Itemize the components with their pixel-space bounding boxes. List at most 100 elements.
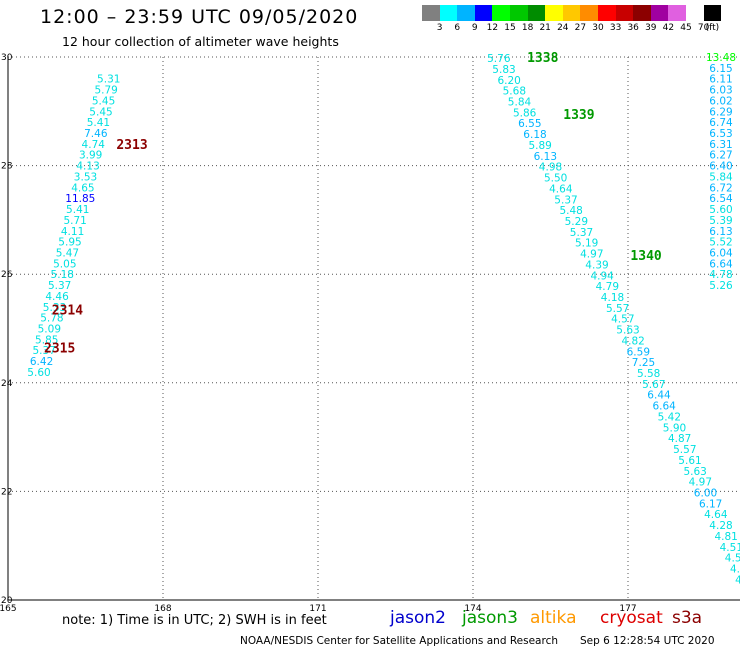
legend-label: 36 bbox=[627, 23, 639, 33]
data-point-swh: 6.00 bbox=[694, 487, 717, 499]
legend-label: 9 bbox=[471, 23, 478, 33]
legend-swatch bbox=[509, 5, 528, 21]
legend-label: 3 bbox=[436, 23, 443, 33]
data-point-swh: 5.84 bbox=[508, 97, 532, 109]
data-point-swh: 5.63 bbox=[616, 325, 639, 337]
data-point-swh: 4.51 bbox=[720, 542, 740, 554]
x-tick-label: 165 bbox=[0, 604, 17, 614]
data-point-swh: 4.97 bbox=[580, 249, 603, 261]
data-point-swh: 5.78 bbox=[40, 313, 63, 325]
data-point-swh: 5.95 bbox=[58, 237, 81, 249]
data-point-swh: 5.57 bbox=[606, 303, 629, 315]
data-point-swh: 5.58 bbox=[637, 368, 660, 380]
data-point-swh: 4.79 bbox=[596, 281, 619, 293]
data-point-swh: 6.40 bbox=[709, 161, 732, 173]
data-point-swh: 6.13 bbox=[534, 151, 557, 163]
data-point-swh: 4.64 bbox=[704, 509, 728, 521]
pass-annotation: 1338 bbox=[527, 51, 558, 66]
data-point-swh: 5.79 bbox=[94, 85, 117, 97]
legend-swatch bbox=[685, 5, 704, 21]
data-point-swh: 4.06 bbox=[730, 564, 740, 576]
credit-line: NOAA/NESDIS Center for Satellite Applica… bbox=[240, 635, 558, 647]
data-point-swh: 5.60 bbox=[709, 204, 732, 216]
data-point-swh: 13.48 bbox=[706, 52, 736, 64]
data-point-swh: 5.50 bbox=[544, 173, 567, 185]
data-point-swh: 4.87 bbox=[668, 433, 691, 445]
legend-label: 24 bbox=[557, 23, 569, 33]
data-point-swh: 5.41 bbox=[66, 204, 89, 216]
data-point-swh: 4.46 bbox=[45, 291, 69, 303]
data-point-swh: 5.61 bbox=[678, 455, 701, 467]
x-tick-label: 168 bbox=[154, 604, 171, 614]
data-point-swh: 3.53 bbox=[74, 171, 97, 183]
satellite-altika: altika bbox=[530, 608, 577, 628]
data-point-swh: 4.39 bbox=[585, 259, 608, 271]
data-point-swh: 6.64 bbox=[709, 258, 733, 270]
legend-label: 70 bbox=[697, 23, 710, 33]
data-point-swh: 4.97 bbox=[689, 477, 712, 489]
legend-swatch bbox=[615, 5, 634, 21]
data-point-swh: 5.37 bbox=[48, 280, 71, 292]
data-point-swh: 6.11 bbox=[709, 74, 732, 86]
data-point-swh: 5.85 bbox=[35, 334, 58, 346]
data-point-swh: 6.31 bbox=[709, 139, 732, 151]
data-point-swh: 5.37 bbox=[570, 227, 593, 239]
legend-swatch bbox=[422, 5, 440, 21]
legend-swatch bbox=[439, 5, 458, 21]
y-tick-label: 28 bbox=[1, 162, 13, 172]
legend-label: 33 bbox=[609, 23, 622, 33]
y-tick-label: 26 bbox=[1, 270, 13, 280]
data-point-swh: 4.65 bbox=[71, 182, 94, 194]
data-point-swh: 5.37 bbox=[554, 194, 577, 206]
data-point-swh: 7.46 bbox=[84, 128, 108, 140]
legend-unit: (ft) bbox=[705, 23, 720, 33]
data-point-swh: 4.74 bbox=[82, 139, 106, 151]
data-point-swh: 5.71 bbox=[63, 215, 86, 227]
legend-swatch bbox=[562, 5, 581, 21]
legend-swatch bbox=[457, 5, 475, 21]
generated-timestamp: Sep 6 12:28:54 UTC 2020 bbox=[580, 635, 715, 647]
data-point-swh: 6.15 bbox=[709, 63, 732, 75]
legend-swatch bbox=[545, 5, 563, 21]
legend-swatch bbox=[492, 5, 510, 21]
legend-label: 15 bbox=[504, 23, 516, 33]
legend-swatch bbox=[580, 5, 598, 21]
data-point-swh: 5.68 bbox=[503, 86, 526, 98]
data-point-swh: 5.37 bbox=[32, 345, 55, 357]
data-point-swh: 5.89 bbox=[528, 140, 551, 152]
data-point-swh: 5.29 bbox=[565, 216, 588, 228]
data-point-swh: 6.55 bbox=[518, 118, 541, 130]
x-tick-label: 174 bbox=[464, 604, 481, 614]
data-point-swh: 5.63 bbox=[683, 466, 706, 478]
data-point-swh: 5.39 bbox=[709, 215, 732, 227]
data-point-swh: 4.28 bbox=[709, 520, 732, 532]
legend-label: 18 bbox=[521, 23, 534, 33]
data-point-swh: 4.18 bbox=[601, 292, 624, 304]
data-point-swh: 11.85 bbox=[65, 193, 95, 205]
satellite-jason3: jason3 bbox=[462, 608, 518, 628]
data-point-swh: 4.13 bbox=[76, 161, 99, 173]
pass-annotation: 2313 bbox=[116, 138, 147, 153]
legend-swatch bbox=[668, 5, 686, 21]
data-point-swh: 5.05 bbox=[53, 258, 76, 270]
legend-label: 45 bbox=[680, 23, 692, 33]
data-point-swh: 5.19 bbox=[575, 238, 598, 250]
data-point-swh: 6.54 bbox=[709, 193, 733, 205]
pass-annotation: 2315 bbox=[44, 342, 75, 357]
data-point-swh: 5.47 bbox=[56, 247, 79, 259]
data-point-swh: 5.18 bbox=[51, 269, 74, 281]
data-point-swh: 6.27 bbox=[709, 150, 732, 162]
x-tick-label: 177 bbox=[619, 604, 636, 614]
y-tick-label: 20 bbox=[1, 596, 13, 606]
legend-label: 30 bbox=[592, 23, 604, 33]
data-point-swh: 5.48 bbox=[559, 205, 582, 217]
legend-swatch bbox=[527, 5, 546, 21]
legend-swatch bbox=[650, 5, 669, 21]
y-tick-label: 22 bbox=[1, 487, 12, 497]
data-point-swh: 5.33 bbox=[43, 302, 66, 314]
data-point-swh: 4.81 bbox=[714, 531, 737, 543]
data-point-swh: 6.20 bbox=[497, 75, 520, 87]
legend-label: 42 bbox=[662, 23, 675, 33]
data-point-swh: 5.57 bbox=[673, 444, 696, 456]
data-point-swh: 6.64 bbox=[652, 401, 676, 413]
